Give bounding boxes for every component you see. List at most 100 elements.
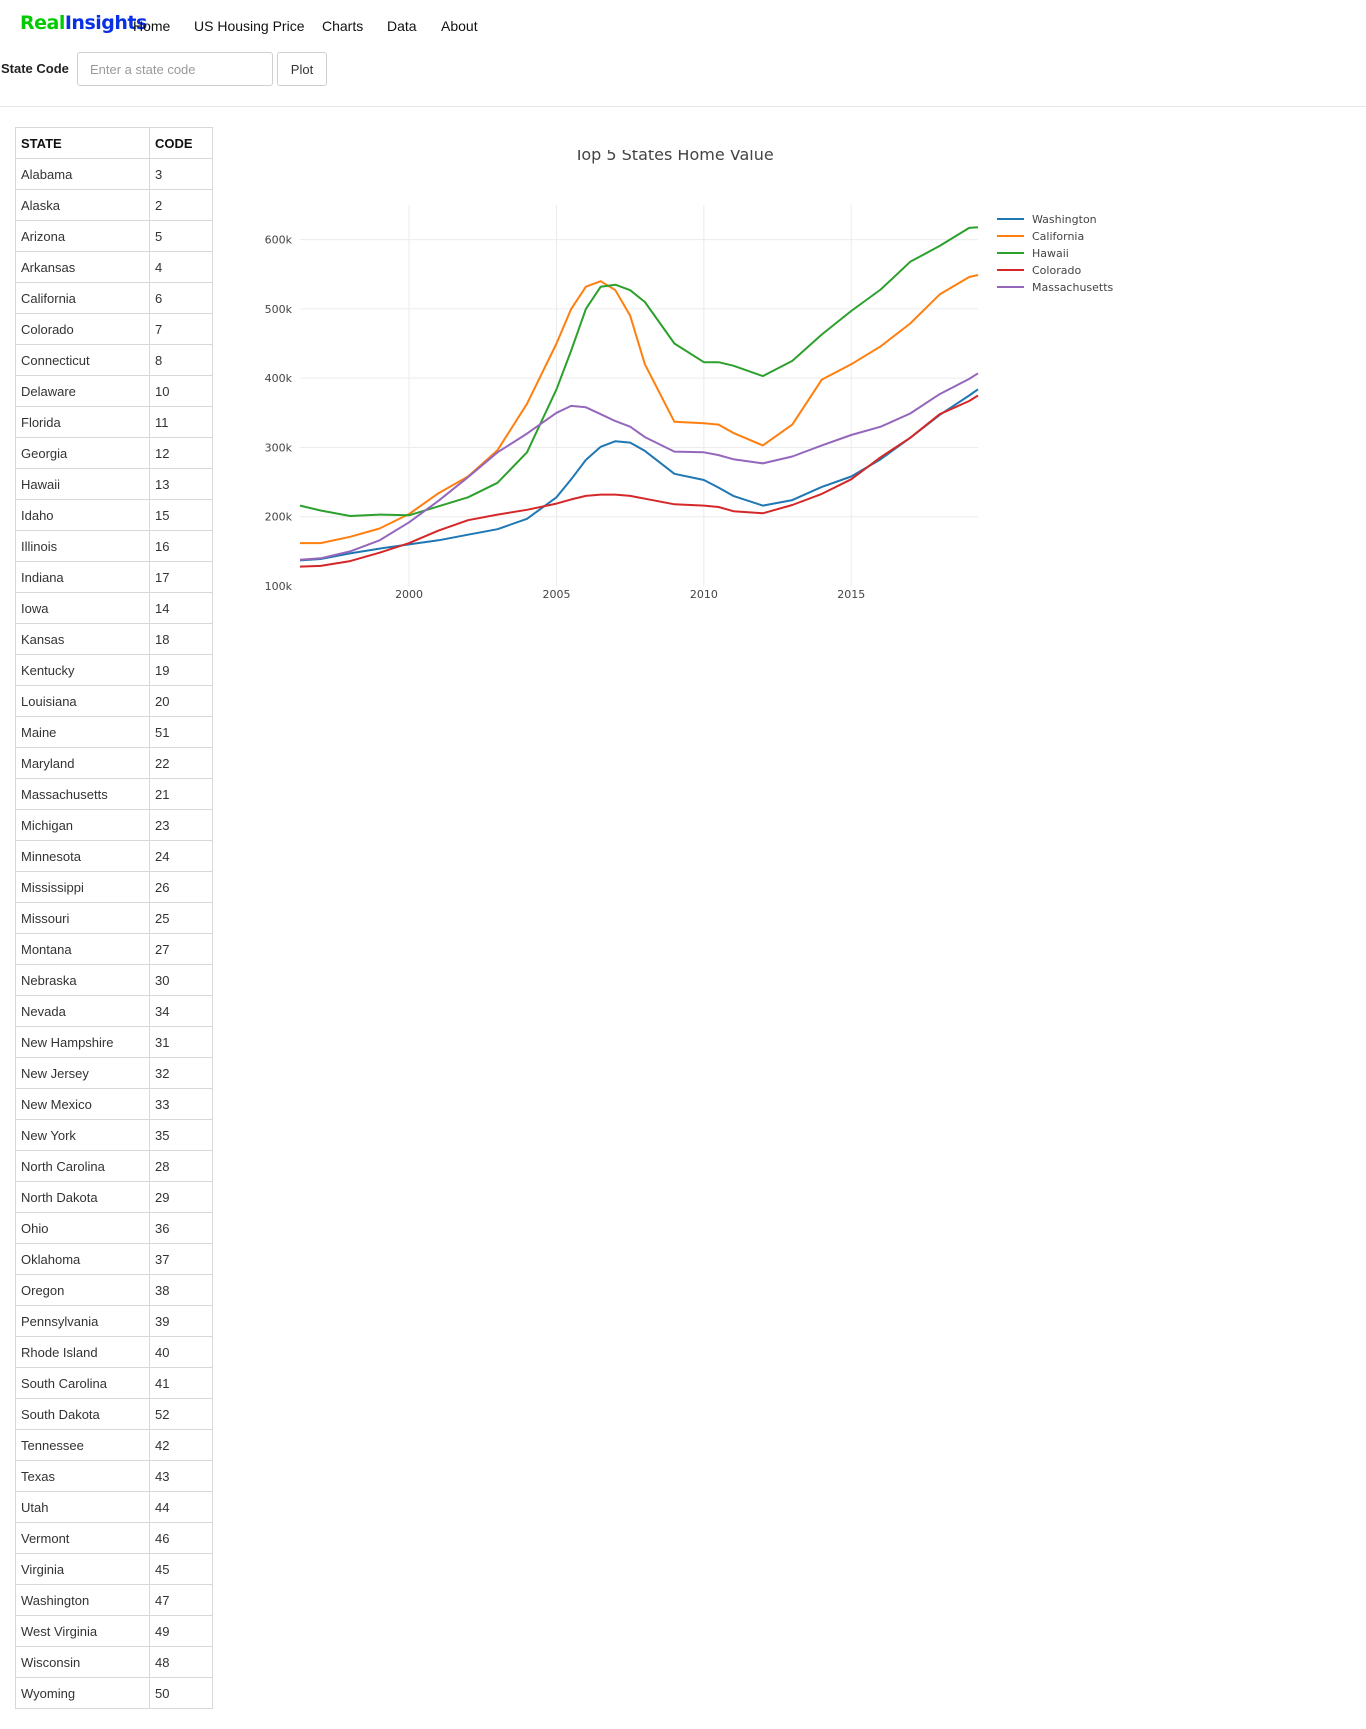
table-row: Georgia 12 (15, 437, 213, 469)
table-row: Louisiana 20 (15, 685, 213, 717)
table-row: Oklahoma 37 (15, 1243, 213, 1275)
state-code-cell: 39 (149, 1305, 213, 1337)
state-name-cell: Nevada (15, 995, 150, 1027)
table-row: Utah 44 (15, 1491, 213, 1523)
state-code-cell: 47 (149, 1584, 213, 1616)
state-name-cell: Wyoming (15, 1677, 150, 1709)
table-row: Missouri 25 (15, 902, 213, 934)
table-row: Montana 27 (15, 933, 213, 965)
state-code-cell: 17 (149, 561, 213, 593)
table-row: West Virginia 49 (15, 1615, 213, 1647)
state-name-cell: California (15, 282, 150, 314)
state-name-cell: Alabama (15, 158, 150, 190)
state-code-cell: 45 (149, 1553, 213, 1585)
legend-label: Massachusetts (1032, 281, 1114, 294)
state-name-cell: Vermont (15, 1522, 150, 1554)
state-name-cell: South Carolina (15, 1367, 150, 1399)
state-name-cell: Kansas (15, 623, 150, 655)
table-row: Iowa 14 (15, 592, 213, 624)
state-name-cell: Minnesota (15, 840, 150, 872)
state-name-cell: Tennessee (15, 1429, 150, 1461)
nav-about[interactable]: About (441, 18, 478, 34)
series-line-massachusetts (299, 372, 979, 561)
column-header-state: STATE (15, 127, 150, 159)
table-row: South Dakota 52 (15, 1398, 213, 1430)
state-code-cell: 3 (149, 158, 213, 190)
nav-us-housing-price[interactable]: US Housing Price (194, 18, 305, 34)
x-tick-label: 2000 (395, 588, 423, 601)
table-row: Ohio 36 (15, 1212, 213, 1244)
table-row: New Jersey 32 (15, 1057, 213, 1089)
table-row: California 6 (15, 282, 213, 314)
legend-label: Hawaii (1032, 247, 1069, 260)
y-tick-label: 600k (265, 234, 293, 247)
state-code-cell: 46 (149, 1522, 213, 1554)
brand-logo[interactable]: RealInsights (20, 12, 147, 34)
state-code-cell: 19 (149, 654, 213, 686)
state-code-form: State Code Plot (0, 52, 400, 86)
state-code-cell: 2 (149, 189, 213, 221)
state-name-cell: Hawaii (15, 468, 150, 500)
legend-label: Washington (1032, 213, 1097, 226)
home-value-chart: Top 5 States Home Value 2000 2005 2010 2015… (260, 145, 1260, 690)
state-name-cell: Michigan (15, 809, 150, 841)
table-row: Pennsylvania 39 (15, 1305, 213, 1337)
state-code-cell: 36 (149, 1212, 213, 1244)
table-row: North Dakota 29 (15, 1181, 213, 1213)
plot-button[interactable]: Plot (277, 52, 327, 86)
state-code-cell: 32 (149, 1057, 213, 1089)
table-row: Oregon 38 (15, 1274, 213, 1306)
state-code-cell: 8 (149, 344, 213, 376)
state-name-cell: Washington (15, 1584, 150, 1616)
state-code-cell: 33 (149, 1088, 213, 1120)
nav-data[interactable]: Data (387, 18, 417, 34)
nav-charts[interactable]: Charts (322, 18, 364, 34)
state-name-cell: Alaska (15, 189, 150, 221)
table-row: Nebraska 30 (15, 964, 213, 996)
nav-home[interactable]: Home (133, 18, 171, 34)
state-code-input[interactable] (77, 52, 273, 86)
header-divider (0, 106, 1366, 107)
state-code-cell: 27 (149, 933, 213, 965)
state-code-table: STATE CODE Alabama 3 Alaska 2 Arizona 5 Arkans… (15, 127, 213, 1709)
state-name-cell: Missouri (15, 902, 150, 934)
table-row: Tennessee 42 (15, 1429, 213, 1461)
brand-logo-part1: Real (20, 12, 65, 34)
state-code-cell: 16 (149, 530, 213, 562)
y-tick-label: 500k (265, 303, 293, 316)
table-row: Mississippi 26 (15, 871, 213, 903)
state-name-cell: Oregon (15, 1274, 150, 1306)
table-row: North Carolina 28 (15, 1150, 213, 1182)
state-code-cell: 21 (149, 778, 213, 810)
state-name-cell: Mississippi (15, 871, 150, 903)
state-name-cell: West Virginia (15, 1615, 150, 1647)
state-name-cell: Nebraska (15, 964, 150, 996)
table-row: Hawaii 13 (15, 468, 213, 500)
table-row: Colorado 7 (15, 313, 213, 345)
state-code-cell: 15 (149, 499, 213, 531)
table-header-row: STATE CODE (15, 127, 213, 159)
table-row: South Carolina 41 (15, 1367, 213, 1399)
state-name-cell: Maine (15, 716, 150, 748)
y-tick-label: 400k (265, 372, 293, 385)
table-row: Florida 11 (15, 406, 213, 438)
y-tick-label: 300k (265, 441, 293, 454)
top-navbar: RealInsights Home US Housing Price Chart… (0, 0, 1366, 50)
state-code-cell: 28 (149, 1150, 213, 1182)
table-body: Alabama 3 Alaska 2 Arizona 5 Arkansas 4 Californ… (15, 158, 213, 1709)
state-name-cell: New York (15, 1119, 150, 1151)
table-row: Arkansas 4 (15, 251, 213, 283)
state-code-cell: 20 (149, 685, 213, 717)
state-code-cell: 11 (149, 406, 213, 438)
table-row: Connecticut 8 (15, 344, 213, 376)
chart-title: Top 5 States Home Value (573, 150, 773, 164)
state-name-cell: Louisiana (15, 685, 150, 717)
state-code-cell: 23 (149, 809, 213, 841)
table-row: Massachusetts 21 (15, 778, 213, 810)
table-row: Alaska 2 (15, 189, 213, 221)
series-line-colorado (299, 394, 979, 568)
state-code-cell: 29 (149, 1181, 213, 1213)
table-row: New York 35 (15, 1119, 213, 1151)
table-row: Minnesota 24 (15, 840, 213, 872)
state-code-cell: 34 (149, 995, 213, 1027)
